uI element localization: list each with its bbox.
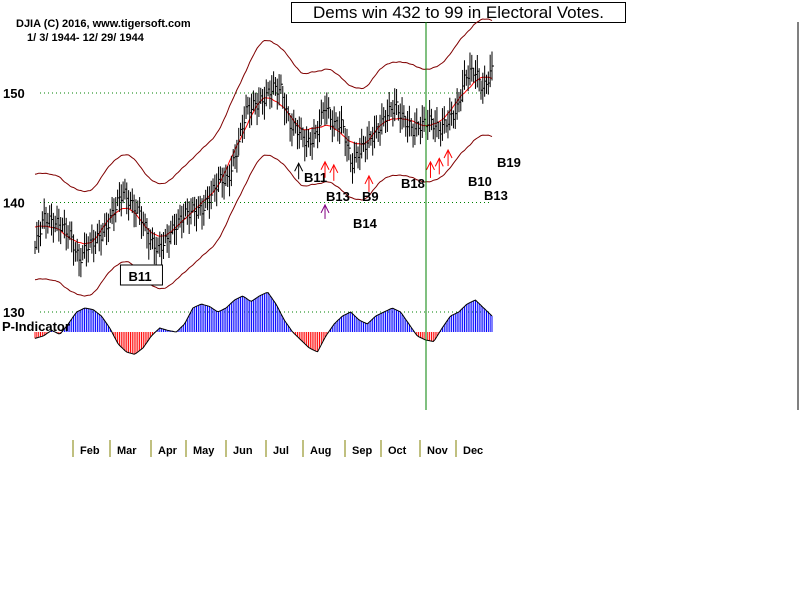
- signal-arrowhead: [294, 162, 304, 172]
- upper-band: [34, 18, 493, 193]
- signal-label: B11: [304, 170, 327, 185]
- signal-label: B10: [468, 174, 492, 189]
- month-label: Oct: [388, 445, 407, 457]
- month-label: Dec: [463, 445, 483, 457]
- signal-arrowhead: [426, 160, 435, 171]
- signal-label: B18: [401, 176, 425, 191]
- signal-arrowhead: [443, 148, 453, 159]
- chart-title: Dems win 432 to 99 in Electoral Votes.: [291, 2, 626, 23]
- moving-average: [34, 76, 493, 245]
- month-label: Aug: [310, 445, 331, 457]
- symbol-copyright: DJIA (C) 2016, www.tigersoft.com: [16, 18, 191, 30]
- y-tick-label: 150: [3, 86, 25, 101]
- signal-label: B13: [326, 189, 350, 204]
- signal-arrowhead: [320, 160, 330, 170]
- p-indicator-line: [34, 292, 493, 355]
- month-label: Jun: [233, 445, 253, 457]
- date-range: 1/ 3/ 1944- 12/ 29/ 1944: [27, 32, 144, 44]
- signal-label: B19: [497, 155, 521, 170]
- indicator-label: P-Indicator: [2, 319, 70, 334]
- month-label: Feb: [80, 445, 100, 457]
- month-label: May: [193, 445, 215, 457]
- signal-label: B14: [353, 216, 378, 231]
- signal-label: B13: [484, 188, 508, 203]
- month-label: Jul: [273, 445, 289, 457]
- signal-arrowhead: [320, 203, 330, 214]
- lower-band: [34, 134, 493, 297]
- signal-arrowhead: [434, 157, 444, 167]
- month-label: Mar: [117, 445, 137, 457]
- signal-label: B11: [128, 269, 151, 284]
- month-label: Nov: [427, 445, 449, 457]
- month-label: Apr: [158, 445, 178, 457]
- signal-arrowhead: [364, 174, 374, 185]
- signal-box: [119, 264, 163, 286]
- signal-label: B9: [362, 189, 379, 204]
- y-tick-label: 130: [3, 305, 25, 320]
- y-tick-label: 140: [3, 196, 25, 211]
- month-label: Sep: [352, 445, 372, 457]
- signal-arrowhead: [329, 163, 339, 174]
